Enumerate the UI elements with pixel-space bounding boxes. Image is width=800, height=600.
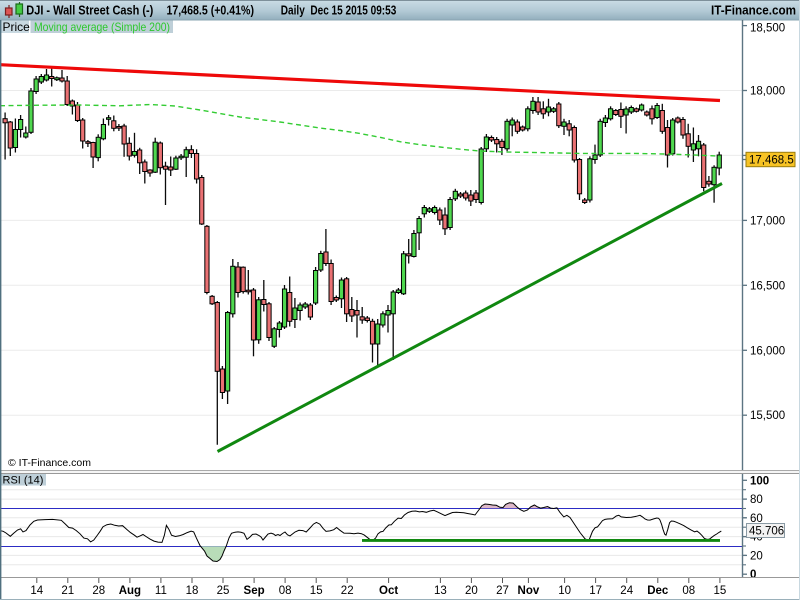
svg-text:21: 21 <box>61 585 74 597</box>
svg-text:18,500: 18,500 <box>750 23 785 35</box>
svg-text:Price: Price <box>3 20 31 34</box>
svg-text:15,500: 15,500 <box>750 410 785 422</box>
svg-text:27: 27 <box>496 585 509 597</box>
svg-text:18: 18 <box>186 585 199 597</box>
svg-text:17,000: 17,000 <box>750 215 785 227</box>
svg-text:60: 60 <box>750 513 763 525</box>
svg-text:Nov: Nov <box>518 585 540 597</box>
svg-text:0: 0 <box>750 569 756 581</box>
svg-text:22: 22 <box>341 585 354 597</box>
svg-text:25: 25 <box>217 585 230 597</box>
svg-text:© IT-Finance.com: © IT-Finance.com <box>8 457 91 469</box>
svg-text:Aug: Aug <box>119 585 141 597</box>
svg-text:Dec: Dec <box>647 585 669 597</box>
svg-text:80: 80 <box>750 494 763 506</box>
svg-text:IT-Finance.com: IT-Finance.com <box>711 4 796 18</box>
svg-text:17,468.5 (+0.41%): 17,468.5 (+0.41%) <box>167 4 255 18</box>
svg-text:18,000: 18,000 <box>750 86 785 98</box>
svg-text:17,468.5: 17,468.5 <box>749 155 794 167</box>
svg-text:13: 13 <box>434 585 447 597</box>
svg-text:16,500: 16,500 <box>750 280 785 292</box>
svg-text:Sep: Sep <box>244 585 265 597</box>
svg-text:Oct: Oct <box>379 585 398 597</box>
svg-text:08: 08 <box>682 585 695 597</box>
svg-text:08: 08 <box>279 585 292 597</box>
svg-text:28: 28 <box>92 585 105 597</box>
svg-text:20: 20 <box>465 585 478 597</box>
svg-text:RSI (14): RSI (14) <box>3 475 44 487</box>
svg-text:24: 24 <box>620 585 633 597</box>
svg-text:20: 20 <box>750 550 763 562</box>
svg-text:16,000: 16,000 <box>750 345 785 357</box>
svg-text:DJI - Wall Street Cash (-): DJI - Wall Street Cash (-) <box>26 4 153 18</box>
svg-text:15: 15 <box>714 585 727 597</box>
svg-text:15: 15 <box>310 585 323 597</box>
svg-text:10: 10 <box>558 585 571 597</box>
svg-text:14: 14 <box>30 585 43 597</box>
svg-text:11: 11 <box>155 585 167 597</box>
svg-text:Moving average (Simple 200): Moving average (Simple 200) <box>34 20 170 34</box>
svg-text:45.706: 45.706 <box>749 526 784 538</box>
svg-text:17: 17 <box>589 585 602 597</box>
svg-text:100: 100 <box>750 475 769 487</box>
svg-text:Daily Dec 15 2015 09:53: Daily Dec 15 2015 09:53 <box>281 4 397 18</box>
